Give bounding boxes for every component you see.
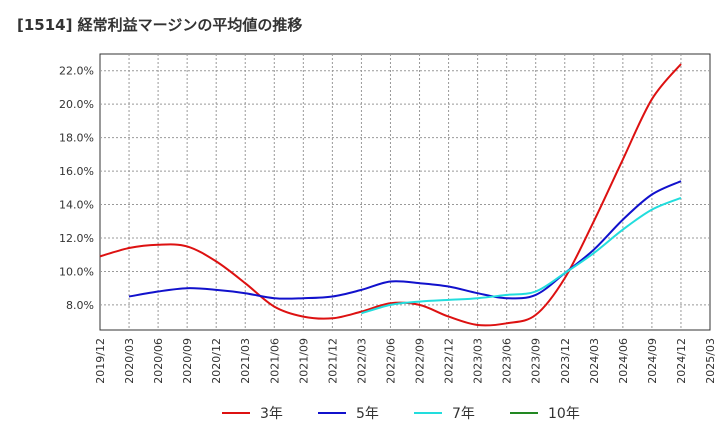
y-tick-label: 22.0% <box>59 65 94 78</box>
grid <box>100 54 710 330</box>
x-tick-label: 2023/09 <box>530 338 543 384</box>
x-tick-label: 2022/03 <box>355 338 368 384</box>
legend-label-4: 10年 <box>548 406 580 422</box>
x-tick-label: 2023/12 <box>559 338 572 384</box>
chart-title: [1514] 経常利益マージンの平均値の推移 <box>17 16 303 34</box>
y-tick-label: 10.0% <box>59 265 94 278</box>
x-tick-label: 2023/06 <box>501 338 514 384</box>
x-tick-label: 2022/06 <box>384 338 397 384</box>
y-tick-label: 14.0% <box>59 199 94 212</box>
x-tick-label: 2019/12 <box>94 338 107 384</box>
series-line-3 <box>361 196 682 315</box>
x-tick-label: 2024/09 <box>646 338 659 384</box>
y-tick-label: 8.0% <box>66 299 94 312</box>
x-tick-label: 2024/03 <box>588 338 601 384</box>
x-tick-label: 2022/12 <box>443 338 456 384</box>
x-tick-label: 2021/12 <box>326 338 339 384</box>
x-tick-label: 2021/06 <box>268 338 281 384</box>
x-axis: 2019/12 2020/03 2020/06 2020/09 2020/12 2021/… <box>94 338 717 384</box>
x-tick-label: 2021/03 <box>239 338 252 384</box>
series-line-1 <box>99 63 682 327</box>
y-axis: 8.0% 10.0% 12.0% 14.0% 16.0% 18.0% 20.0% 22.0% <box>59 65 94 312</box>
x-tick-label: 2020/06 <box>152 338 165 384</box>
series-line-2 <box>128 180 682 300</box>
x-tick-label: 2022/09 <box>414 338 427 384</box>
y-tick-label: 12.0% <box>59 232 94 245</box>
y-tick-label: 16.0% <box>59 165 94 178</box>
legend-label-2: 5年 <box>356 406 379 422</box>
x-tick-label: 2025/03 <box>704 338 717 384</box>
x-tick-label: 2023/03 <box>472 338 485 384</box>
y-tick-label: 20.0% <box>59 98 94 111</box>
legend: 3年 5年 7年 10年 <box>222 406 580 422</box>
x-tick-label: 2024/12 <box>675 338 688 384</box>
x-tick-label: 2024/06 <box>617 338 630 384</box>
legend-label-3: 7年 <box>452 406 475 422</box>
x-tick-label: 2020/12 <box>210 338 223 384</box>
series-lines <box>99 63 682 327</box>
x-tick-label: 2020/03 <box>123 338 136 384</box>
x-tick-label: 2021/09 <box>297 338 310 384</box>
x-tick-label: 2020/09 <box>181 338 194 384</box>
y-tick-label: 18.0% <box>59 132 94 145</box>
legend-label-1: 3年 <box>260 406 283 422</box>
